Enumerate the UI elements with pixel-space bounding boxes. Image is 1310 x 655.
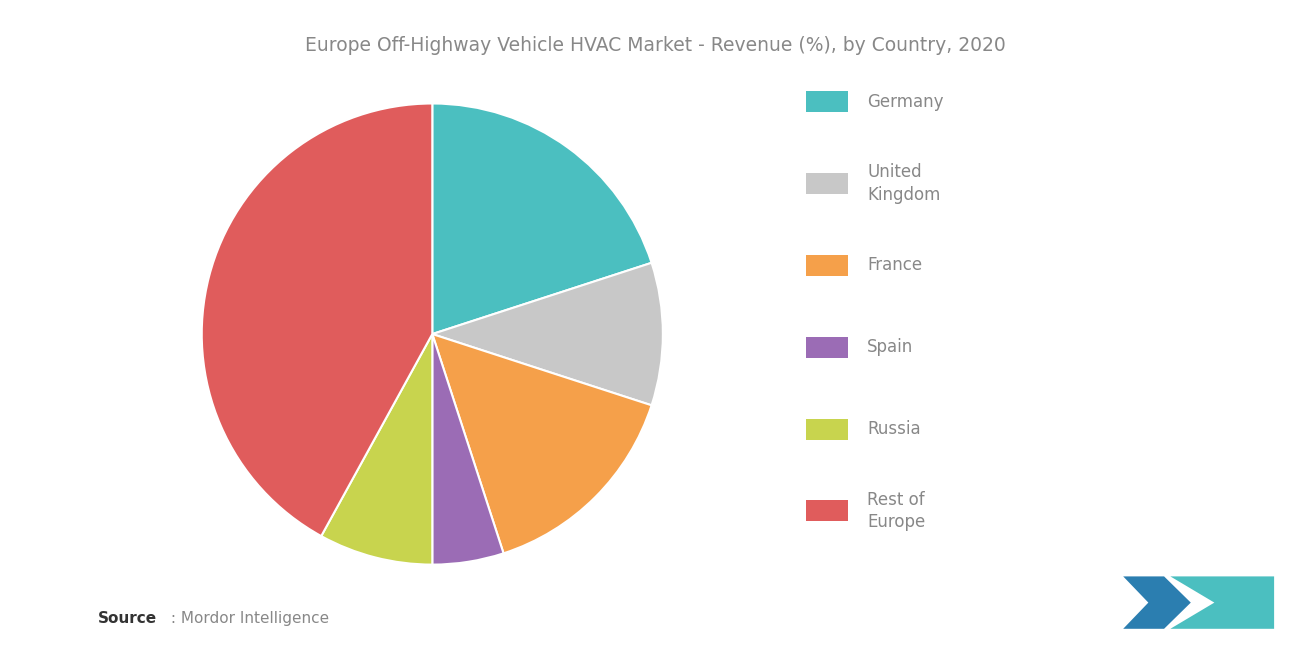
Text: Spain: Spain (867, 338, 913, 356)
Text: France: France (867, 256, 922, 274)
Text: United
Kingdom: United Kingdom (867, 163, 941, 204)
Text: Europe Off-Highway Vehicle HVAC Market - Revenue (%), by Country, 2020: Europe Off-Highway Vehicle HVAC Market -… (305, 36, 1005, 55)
Text: Rest of
Europe: Rest of Europe (867, 491, 925, 531)
Text: Source: Source (98, 610, 157, 626)
Text: : Mordor Intelligence: : Mordor Intelligence (166, 610, 330, 626)
Wedge shape (432, 334, 651, 553)
Wedge shape (432, 334, 503, 565)
Wedge shape (202, 103, 432, 536)
Wedge shape (432, 263, 663, 405)
Text: Russia: Russia (867, 420, 921, 438)
Wedge shape (432, 103, 651, 334)
Wedge shape (321, 334, 432, 565)
Text: Germany: Germany (867, 92, 943, 111)
